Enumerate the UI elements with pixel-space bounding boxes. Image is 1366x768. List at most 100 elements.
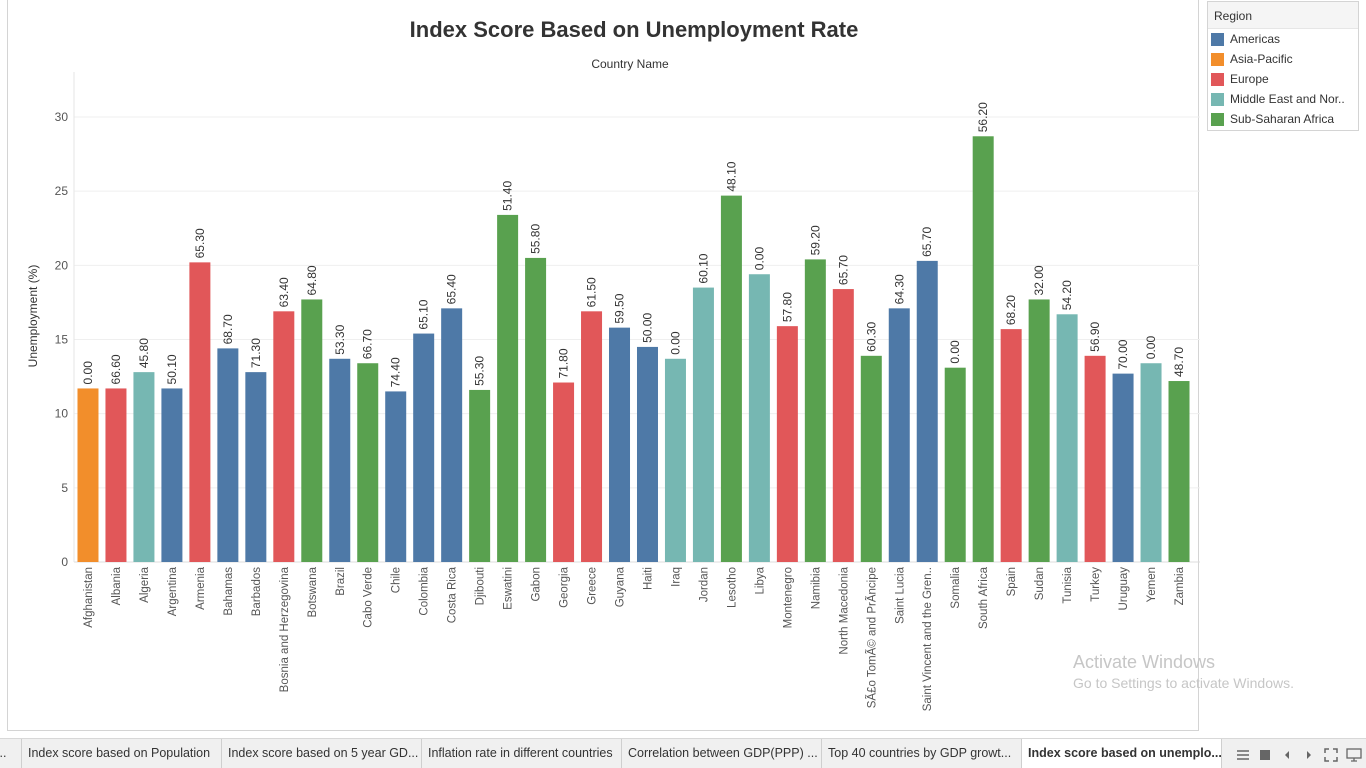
y-axis-label: Unemployment (%)	[26, 265, 40, 368]
grid-view-icon[interactable]	[1234, 739, 1252, 768]
bar[interactable]	[413, 333, 435, 562]
region-legend[interactable]: Region Americas Asia-Pacific Europe Middle …	[1207, 1, 1359, 131]
x-tick-label: Gabon	[531, 567, 543, 602]
single-view-icon[interactable]	[1256, 739, 1274, 768]
bar-data-label: 50.10	[165, 354, 179, 384]
bar-data-label: 66.60	[109, 354, 123, 384]
bar[interactable]	[581, 311, 603, 562]
y-tick-label: 20	[55, 258, 69, 272]
bar[interactable]	[385, 391, 407, 562]
bar[interactable]	[1056, 314, 1078, 562]
bar-data-label: 53.30	[333, 324, 347, 354]
bar[interactable]	[245, 372, 267, 562]
tab-inflation[interactable]: Inflation rate in different countries	[422, 739, 622, 768]
bar-data-label: 65.70	[836, 255, 850, 285]
tab-unemployment[interactable]: Index score based on unemplo...	[1022, 739, 1222, 768]
bar-data-label: 65.70	[920, 227, 934, 257]
bar[interactable]	[525, 257, 547, 562]
bar[interactable]	[1168, 381, 1190, 562]
bar[interactable]	[804, 259, 826, 562]
x-tick-label: Jordan	[698, 567, 710, 602]
x-tick-label: Georgia	[559, 566, 571, 608]
tab-population[interactable]: Index score based on Population	[22, 739, 222, 768]
y-tick-label: 10	[55, 407, 69, 421]
bar-data-label: 51.40	[501, 181, 515, 211]
bar[interactable]	[609, 327, 631, 562]
x-tick-label: Haiti	[642, 567, 654, 590]
legend-swatch	[1211, 113, 1224, 126]
bar-data-label: 56.20	[976, 102, 990, 132]
legend-title: Region	[1208, 2, 1358, 29]
bar[interactable]	[636, 346, 658, 562]
legend-item[interactable]: Sub-Saharan Africa	[1208, 109, 1358, 129]
previous-sheet-icon[interactable]	[1278, 739, 1296, 768]
legend-item[interactable]: Europe	[1208, 69, 1358, 89]
bar[interactable]	[1028, 299, 1050, 562]
bar[interactable]	[888, 308, 910, 562]
legend-item[interactable]: Asia-Pacific	[1208, 49, 1358, 69]
bar-chart: Index Score Based on Unemployment Rate C…	[26, 17, 1200, 711]
x-tick-label: Libya	[754, 566, 766, 594]
bar[interactable]	[916, 260, 938, 562]
bar-data-label: 0.00	[948, 340, 962, 364]
bar[interactable]	[776, 326, 798, 562]
bar[interactable]	[133, 372, 155, 562]
bar[interactable]	[217, 348, 239, 562]
y-tick-label: 15	[55, 333, 69, 347]
bar[interactable]	[944, 367, 966, 562]
x-tick-label: Saint Lucia	[894, 566, 906, 624]
x-tick-label: Guyana	[615, 566, 627, 607]
bar[interactable]	[105, 388, 127, 562]
x-tick-label: Brazil	[335, 567, 347, 596]
bar-data-label: 64.80	[305, 265, 319, 295]
bar[interactable]	[161, 388, 183, 562]
bar[interactable]	[692, 287, 714, 562]
bar[interactable]	[1000, 329, 1022, 562]
legend-swatch	[1211, 73, 1224, 86]
tab-5-year-gdp[interactable]: Index score based on 5 year GD...	[222, 739, 422, 768]
sheet-tab-bar: r.. Index score based on Population Inde…	[0, 738, 1366, 768]
bar[interactable]	[441, 308, 463, 562]
x-tick-label: Djibouti	[475, 567, 487, 605]
bar[interactable]	[469, 389, 491, 562]
x-tick-label: Cabo Verde	[363, 567, 375, 628]
bar[interactable]	[972, 136, 994, 563]
x-tick-label: Lesotho	[726, 567, 738, 608]
bar[interactable]	[860, 355, 882, 562]
x-tick-label: Greece	[587, 567, 599, 605]
tab-previous-sheet[interactable]: r..	[0, 739, 22, 768]
x-tick-label: Somalia	[950, 566, 962, 608]
bar-data-label: 32.00	[1032, 265, 1046, 295]
bar-data-label: 60.10	[696, 253, 710, 283]
legend-swatch	[1211, 93, 1224, 106]
bar[interactable]	[1140, 363, 1162, 562]
chart-container: Index Score Based on Unemployment Rate C…	[7, 0, 1200, 731]
bar[interactable]	[301, 299, 323, 562]
x-tick-label: North Macedonia	[838, 566, 850, 654]
bar[interactable]	[497, 214, 519, 562]
bar[interactable]	[1112, 373, 1134, 562]
bar[interactable]	[1084, 355, 1106, 562]
x-tick-label: Montenegro	[782, 567, 794, 628]
bar[interactable]	[832, 289, 854, 562]
chart-title: Index Score Based on Unemployment Rate	[410, 17, 859, 42]
fullscreen-icon[interactable]	[1322, 739, 1340, 768]
legend-item[interactable]: Americas	[1208, 29, 1358, 49]
presentation-icon[interactable]	[1344, 739, 1364, 768]
bar[interactable]	[329, 358, 351, 562]
watermark-line2: Go to Settings to activate Windows.	[1073, 675, 1294, 691]
bar[interactable]	[77, 388, 99, 562]
bar[interactable]	[553, 382, 575, 562]
bar[interactable]	[748, 274, 770, 562]
bar[interactable]	[720, 195, 742, 562]
next-sheet-icon[interactable]	[1300, 739, 1318, 768]
tab-correlation-gdp[interactable]: Correlation between GDP(PPP) ...	[622, 739, 822, 768]
bar[interactable]	[189, 262, 211, 562]
bar[interactable]	[357, 363, 379, 562]
tab-top-40-gdp-growth[interactable]: Top 40 countries by GDP growt...	[822, 739, 1022, 768]
x-tick-label: Saint Vincent and the Gren..	[922, 567, 934, 711]
bar[interactable]	[273, 311, 295, 562]
bar[interactable]	[664, 358, 686, 562]
y-tick-label: 5	[61, 481, 68, 495]
legend-item[interactable]: Middle East and Nor..	[1208, 89, 1358, 109]
